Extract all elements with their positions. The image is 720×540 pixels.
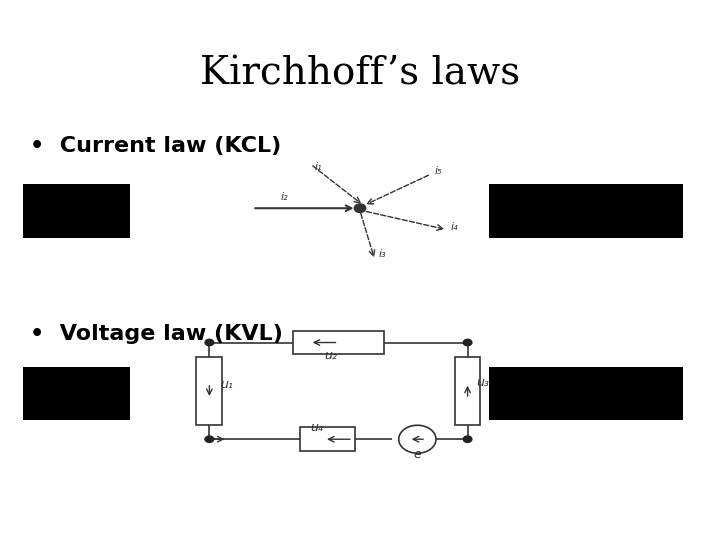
FancyBboxPatch shape	[489, 367, 683, 421]
Text: u₁: u₁	[220, 378, 233, 391]
Text: u₃: u₃	[476, 375, 489, 388]
Text: u₄: u₄	[310, 421, 323, 434]
Circle shape	[205, 436, 214, 442]
Text: •  Voltage law (KVL): • Voltage law (KVL)	[30, 323, 283, 344]
Bar	[454, 357, 480, 425]
Circle shape	[463, 436, 472, 442]
Text: e: e	[414, 448, 421, 461]
Circle shape	[399, 426, 436, 453]
Text: i₄: i₄	[451, 222, 458, 232]
Bar	[300, 427, 356, 451]
Text: i₅: i₅	[435, 166, 442, 176]
FancyBboxPatch shape	[489, 184, 683, 238]
FancyBboxPatch shape	[23, 184, 130, 238]
Text: i₃: i₃	[379, 249, 386, 259]
Text: •  Current law (KCL): • Current law (KCL)	[30, 136, 282, 156]
Circle shape	[205, 339, 214, 346]
Text: u₂: u₂	[324, 349, 337, 362]
Circle shape	[463, 339, 472, 346]
Circle shape	[354, 204, 366, 213]
Text: i₁: i₁	[314, 161, 322, 172]
Bar	[293, 330, 384, 354]
Text: Kirchhoff’s laws: Kirchhoff’s laws	[200, 55, 520, 92]
Bar	[197, 357, 222, 425]
Text: i₂: i₂	[281, 192, 289, 202]
FancyBboxPatch shape	[23, 367, 130, 421]
